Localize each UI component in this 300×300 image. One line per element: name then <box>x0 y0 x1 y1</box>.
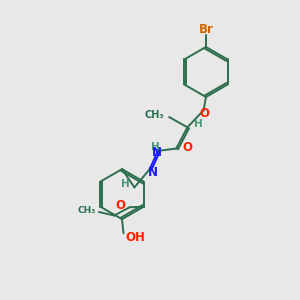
Text: CH₃: CH₃ <box>144 110 164 120</box>
Text: H: H <box>194 119 203 129</box>
Text: H: H <box>151 142 160 152</box>
Text: CH₃: CH₃ <box>77 206 95 215</box>
Text: H: H <box>121 179 130 189</box>
Text: N: N <box>152 146 161 159</box>
Text: O: O <box>182 141 192 154</box>
Text: Br: Br <box>199 23 213 36</box>
Text: OH: OH <box>125 231 145 244</box>
Text: O: O <box>200 107 209 120</box>
Text: N: N <box>148 166 158 179</box>
Text: O: O <box>116 199 125 212</box>
